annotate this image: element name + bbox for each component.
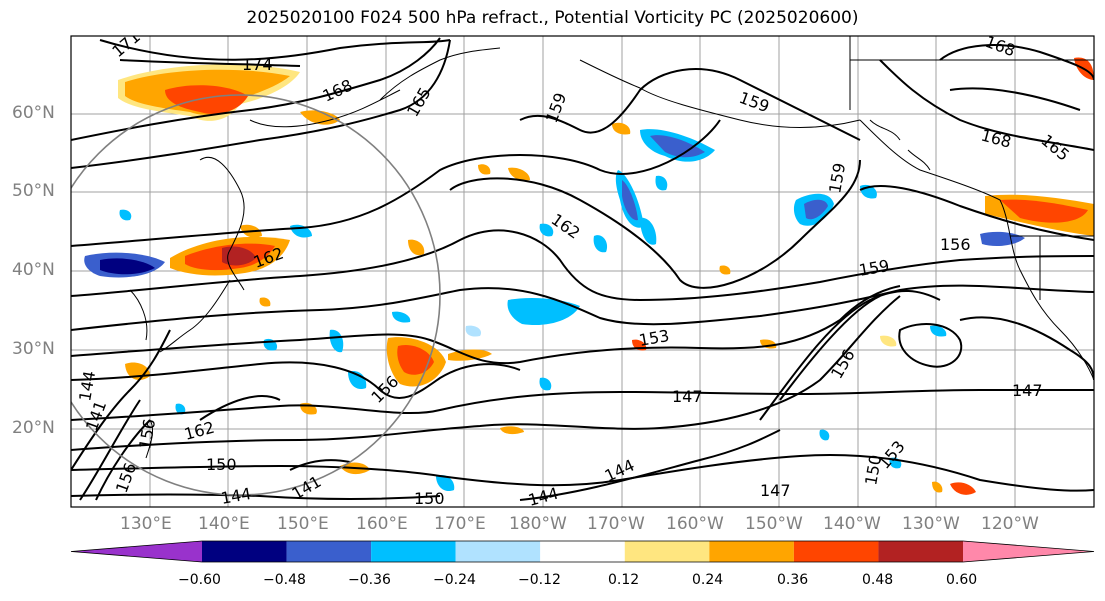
lat-label: 50°N — [12, 181, 55, 201]
contour-label: 150 — [206, 455, 237, 474]
colorbar-segment — [624, 541, 710, 562]
lon-label: 170°E — [434, 514, 486, 534]
pv-negative-anomalies — [84, 129, 1025, 492]
colorbar-segment — [709, 541, 794, 562]
contour-label: 147 — [1012, 381, 1043, 400]
range-ring — [71, 94, 441, 496]
lon-label: 130°W — [902, 514, 960, 534]
map-frame — [70, 35, 1095, 508]
contour-label: 144 — [526, 484, 560, 510]
lon-label: 180°W — [509, 514, 567, 534]
lon-label: 170°W — [587, 514, 645, 534]
lon-label: 160°W — [666, 514, 724, 534]
colorbar-segment — [371, 541, 456, 562]
colorbar-tick-label: 0.48 — [862, 572, 894, 588]
colorbar-segment — [71, 541, 202, 562]
colorbar-segment — [793, 541, 879, 562]
lon-label: 160°E — [356, 514, 408, 534]
colorbar-segment — [455, 541, 541, 562]
lon-label: 140°E — [198, 514, 250, 534]
map-title: 2025020100 F024 500 hPa refract., Potent… — [246, 8, 859, 28]
lon-label: 130°E — [120, 514, 172, 534]
colorbar-segment — [540, 541, 625, 562]
colorbar-segment — [286, 541, 372, 562]
lat-label: 20°N — [12, 418, 55, 438]
colorbar-outline — [70, 540, 1095, 563]
colorbar-tick-label: −0.36 — [348, 572, 391, 588]
colorbar-segment — [202, 541, 287, 562]
contour-lines — [71, 37, 1094, 501]
colorbar-tick-label: 0.12 — [608, 572, 640, 588]
coastlines — [129, 36, 1094, 459]
contour-label: 174 — [242, 55, 273, 74]
lat-label: 60°N — [12, 103, 55, 123]
contour-label: 150 — [414, 489, 445, 508]
lon-label: 150°E — [277, 514, 329, 534]
colorbar-segment — [963, 541, 1094, 562]
lat-label: 30°N — [12, 339, 55, 359]
contour-label: 147 — [672, 387, 703, 406]
colorbar-tick-label: −0.12 — [518, 572, 561, 588]
lat-label: 40°N — [12, 260, 55, 280]
contour-label: 144 — [219, 484, 252, 508]
colorbar-tick-label: −0.48 — [263, 572, 306, 588]
contour-label: 147 — [760, 481, 791, 500]
contour-label: 156 — [940, 235, 971, 254]
colorbar-tick-label: −0.60 — [178, 572, 221, 588]
colorbar-tick-label: 0.60 — [946, 572, 978, 588]
lon-label: 120°W — [981, 514, 1039, 534]
colorbar — [70, 540, 1095, 563]
lon-label: 140°W — [823, 514, 881, 534]
colorbar-tick-label: 0.36 — [777, 572, 809, 588]
lon-label: 150°W — [745, 514, 803, 534]
colorbar-tick-label: −0.24 — [433, 572, 476, 588]
colorbar-tick-label: 0.24 — [692, 572, 724, 588]
colorbar-segment — [878, 541, 963, 562]
